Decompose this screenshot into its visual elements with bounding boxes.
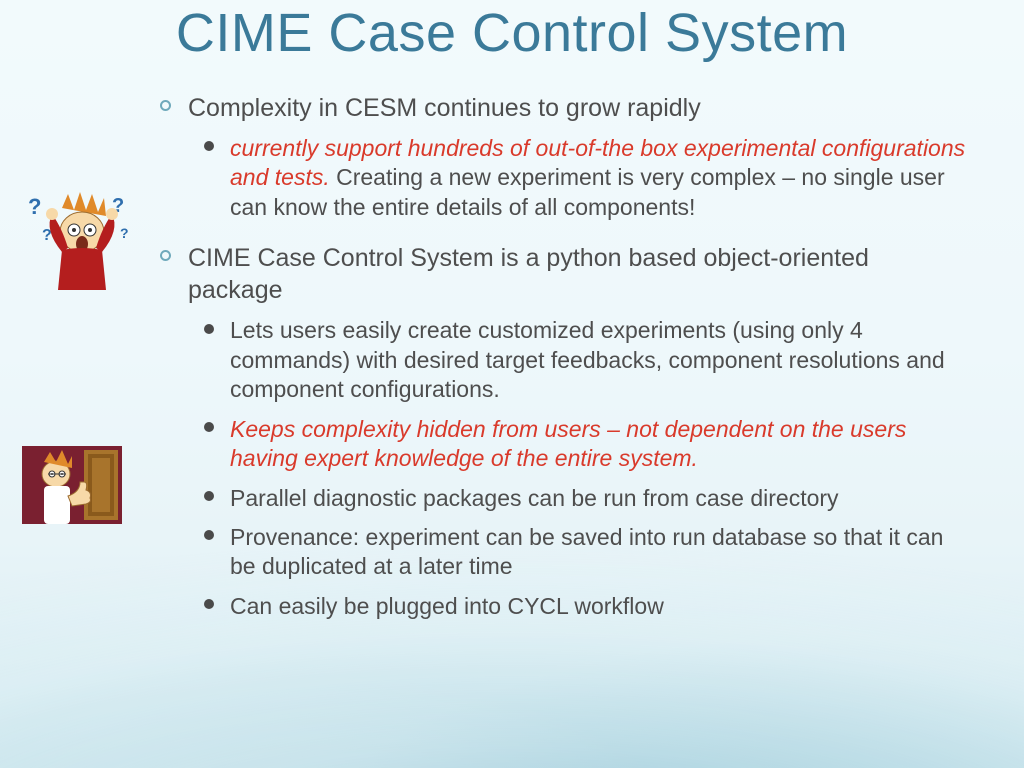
bullet-text: CIME Case Control System is a python bas…	[188, 242, 968, 306]
emphasis-text: Keeps complexity hidden from users – not…	[230, 416, 906, 471]
slide-content: Complexity in CESM continues to grow rap…	[48, 92, 976, 621]
bullet-text: Provenance: experiment can be saved into…	[230, 524, 943, 579]
bullet-icon	[160, 100, 171, 111]
bullet-icon	[204, 324, 214, 334]
slide: CIME Case Control System ? ? ? ?	[0, 0, 1024, 768]
panic-cartoon-icon: ? ? ? ?	[22, 190, 134, 294]
slide-title: CIME Case Control System	[48, 0, 976, 64]
svg-text:?: ?	[28, 194, 41, 219]
thumbs-up-cartoon-icon	[22, 446, 122, 524]
bullet-icon	[204, 491, 214, 501]
svg-text:?: ?	[120, 225, 129, 241]
bullet-icon	[204, 599, 214, 609]
list-item: CIME Case Control System is a python bas…	[160, 242, 968, 621]
list-item: Provenance: experiment can be saved into…	[204, 523, 968, 582]
list-item: Lets users easily create customized expe…	[204, 316, 968, 404]
bullet-text: Lets users easily create customized expe…	[230, 317, 945, 402]
list-item: Complexity in CESM continues to grow rap…	[160, 92, 968, 222]
sub-list: currently support hundreds of out-of-the…	[204, 134, 968, 222]
bullet-icon	[204, 530, 214, 540]
bullet-icon	[204, 422, 214, 432]
list-item: Keeps complexity hidden from users – not…	[204, 415, 968, 474]
bullet-icon	[160, 250, 171, 261]
bullet-list: Complexity in CESM continues to grow rap…	[160, 92, 968, 621]
bullet-text: Can easily be plugged into CYCL workflow	[230, 593, 664, 619]
body-text: Creating a new experiment is very comple…	[230, 164, 945, 219]
bullet-text: Complexity in CESM continues to grow rap…	[188, 92, 968, 124]
bullet-text: currently support hundreds of out-of-the…	[230, 135, 965, 220]
bullet-icon	[204, 141, 214, 151]
list-item: currently support hundreds of out-of-the…	[204, 134, 968, 222]
list-item: Can easily be plugged into CYCL workflow	[204, 592, 968, 621]
bullet-text: Parallel diagnostic packages can be run …	[230, 485, 839, 511]
sub-list: Lets users easily create customized expe…	[204, 316, 968, 621]
list-item: Parallel diagnostic packages can be run …	[204, 484, 968, 513]
